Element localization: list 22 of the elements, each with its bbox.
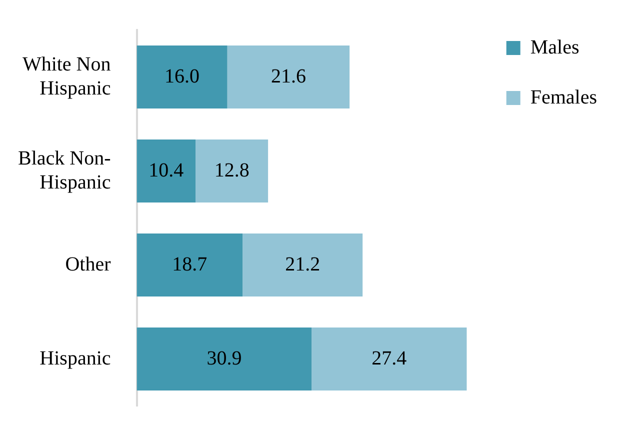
data-label: 21.6 (270, 65, 306, 88)
bar (227, 46, 350, 108)
bar (136, 328, 312, 390)
bar (242, 234, 363, 296)
y-tick-label: Hispanic (40, 347, 111, 370)
y-tick-label: Black Non-Hispanic (18, 147, 111, 194)
bar (312, 328, 467, 390)
data-label: 27.4 (372, 347, 407, 370)
bar (136, 234, 243, 296)
bar (196, 140, 268, 202)
data-label: 12.8 (214, 159, 250, 182)
bar (136, 140, 196, 202)
bar (136, 46, 228, 108)
data-label: 21.2 (285, 253, 320, 276)
legend-label: Males (530, 36, 580, 58)
data-label: 30.9 (206, 347, 242, 370)
y-tick-label: White Non Hispanic (22, 53, 111, 100)
y-tick-label: Other (65, 253, 112, 276)
data-label: 16.0 (164, 65, 200, 88)
data-label: 18.7 (172, 253, 208, 276)
data-label: 10.4 (148, 159, 184, 182)
legend-label: Females (530, 86, 598, 108)
